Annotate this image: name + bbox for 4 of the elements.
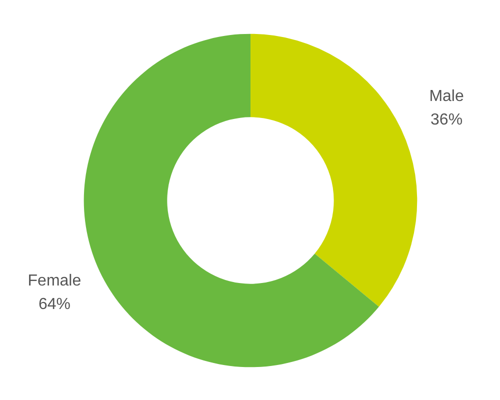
slice-label: Female (28, 272, 82, 290)
data-label: 64% (38, 296, 70, 313)
data-label: 36% (430, 111, 463, 128)
slice-label: Male (429, 88, 464, 106)
